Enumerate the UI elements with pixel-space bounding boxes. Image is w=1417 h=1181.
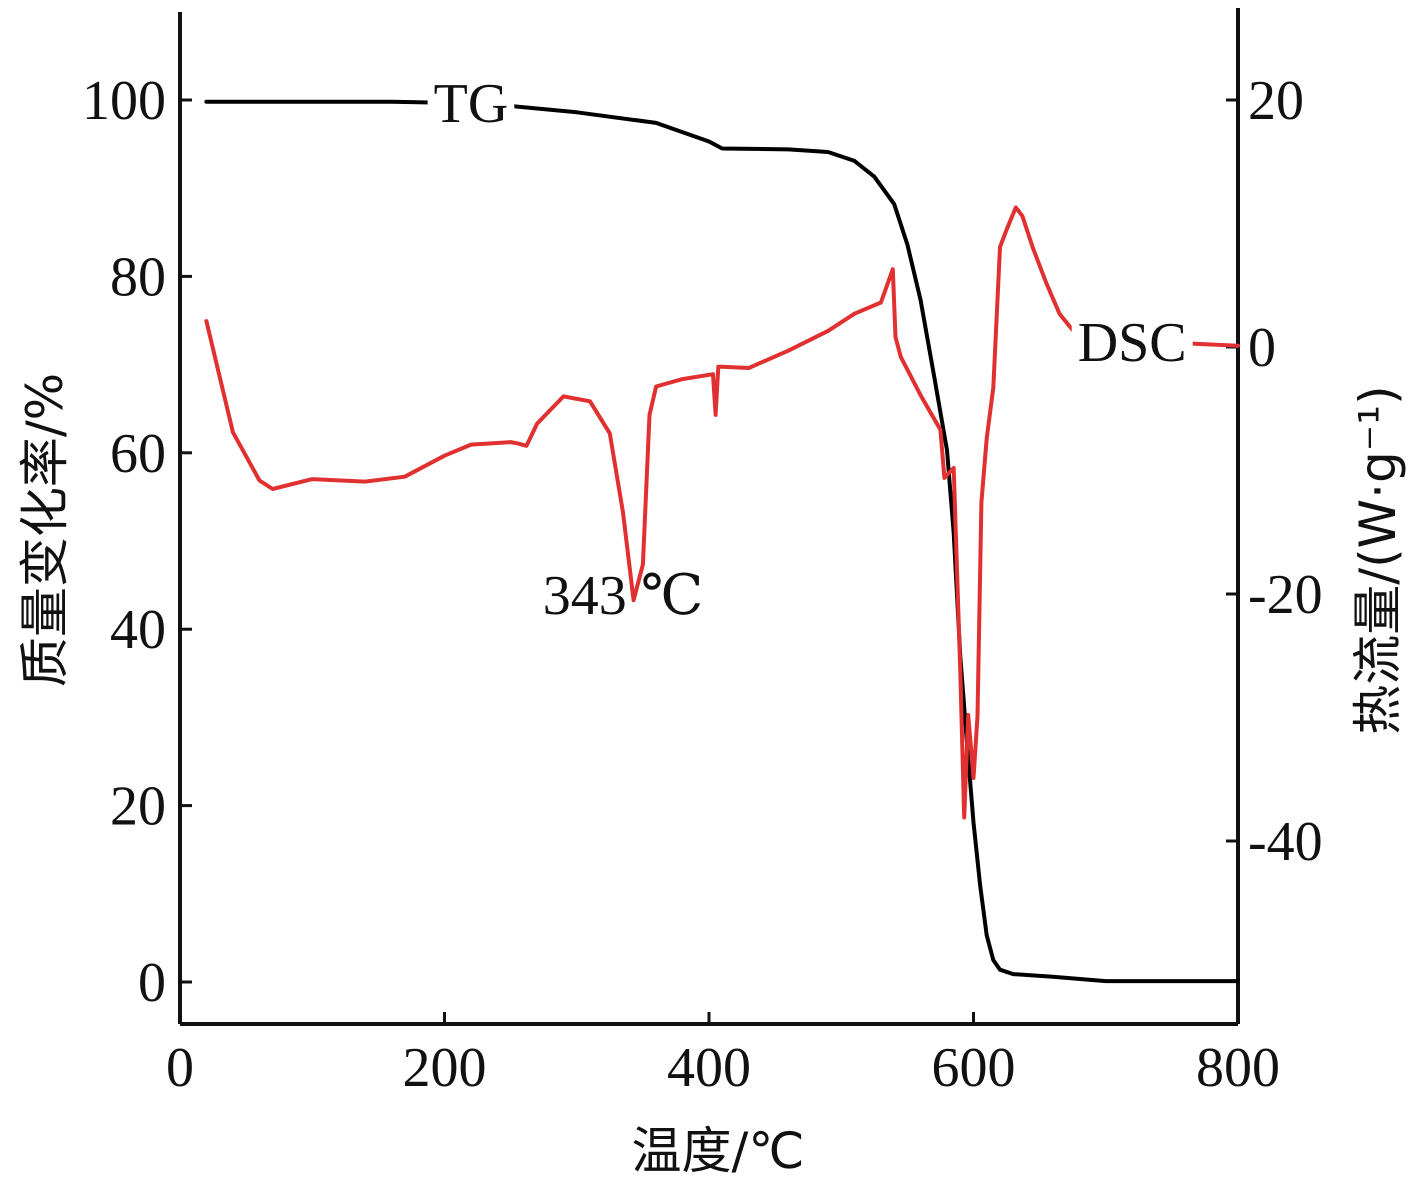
series-line-tg xyxy=(204,99,1240,984)
y-left-tick-label-80: 80 xyxy=(110,246,166,308)
y-right-tick-label-20: 20 xyxy=(1248,70,1304,132)
y-left-tick-label-0: 0 xyxy=(138,952,166,1014)
y-axis-title-right: 热流量/(W·g⁻¹) xyxy=(1349,385,1407,734)
x-axis-title: 温度/℃ xyxy=(632,1122,805,1180)
y-right-tick-label-0: 0 xyxy=(1248,317,1276,379)
series-line-dsc xyxy=(204,205,1240,820)
annotation-bg-1 xyxy=(1071,315,1193,370)
series xyxy=(204,99,1240,984)
x-tick-label-600: 600 xyxy=(932,1037,1016,1099)
annotation-bg-0 xyxy=(427,76,515,131)
y-left-tick-label-40: 40 xyxy=(110,599,166,661)
y-left-tick-label-60: 60 xyxy=(110,423,166,485)
y-left-tick-label-20: 20 xyxy=(110,776,166,838)
y-right-tick-label--40: -40 xyxy=(1248,811,1323,873)
y-left-tick-label-100: 100 xyxy=(82,70,166,132)
annotations: TG DSC 343 ℃ xyxy=(427,73,1193,627)
axes xyxy=(178,8,1240,1026)
annotation-2: 343 ℃ xyxy=(543,565,704,627)
x-tick-label-400: 400 xyxy=(667,1037,751,1099)
x-tick-label-200: 200 xyxy=(403,1037,487,1099)
y-axis-title-left: 质量变化率/% xyxy=(16,373,74,687)
annotation-1: DSC xyxy=(1078,312,1187,374)
y-right-tick-label--20: -20 xyxy=(1248,564,1323,626)
annotation-0: TG xyxy=(434,73,509,135)
x-tick-label-0: 0 xyxy=(166,1037,194,1099)
x-tick-label-800: 800 xyxy=(1196,1037,1280,1099)
